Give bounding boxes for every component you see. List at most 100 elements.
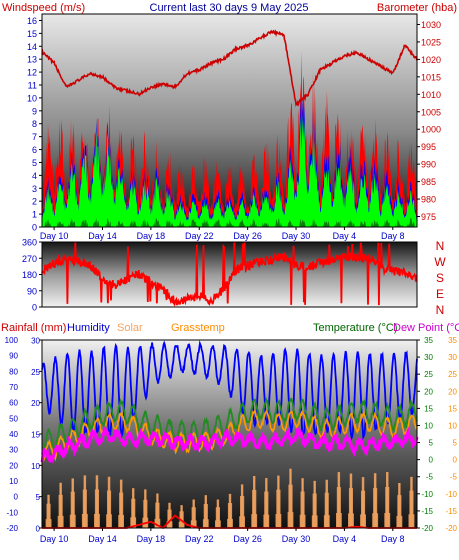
- solar-bar: [218, 507, 220, 528]
- humidity-y-tick-label: -20: [6, 524, 18, 533]
- direction-label-e: E: [436, 287, 444, 301]
- x-tick-label: Day 22: [185, 534, 214, 544]
- solar-bar: [315, 493, 317, 528]
- solar-bar: [340, 513, 342, 528]
- dewpoint-y-tick-label: 25: [448, 370, 457, 379]
- wind-y-tick-label: 9: [32, 106, 37, 116]
- solar-bar: [170, 521, 173, 528]
- temperature-panel-border: [41, 339, 418, 529]
- x-tick-label: Day 18: [137, 534, 166, 544]
- solar-bar: [167, 509, 169, 528]
- solar-bar: [400, 515, 403, 528]
- solar-bar: [291, 484, 293, 528]
- solar-bar: [349, 473, 352, 528]
- solar-bar: [373, 473, 376, 528]
- rainfall-y-tick-label: 25: [31, 368, 40, 377]
- x-tick-label: Day 8: [381, 231, 405, 241]
- solar-bar: [95, 475, 98, 528]
- solar-bar: [49, 519, 52, 528]
- wind-chart: [41, 29, 418, 228]
- solar-bar: [182, 511, 184, 528]
- solar-bar: [398, 483, 400, 528]
- solar-bar: [412, 514, 415, 528]
- solar-bar: [291, 512, 294, 528]
- solar-bar: [181, 505, 183, 528]
- x-tick-label: Day 10: [40, 231, 69, 241]
- solar-bar: [227, 503, 230, 528]
- x-tick-label: Day 26: [233, 534, 262, 544]
- barometer-y-tick-label: 1010: [421, 90, 441, 100]
- solar-bar: [119, 492, 121, 528]
- solar-bar: [61, 494, 63, 528]
- solar-bar: [348, 513, 350, 528]
- wind-y-tick-label: 6: [32, 145, 37, 155]
- x-tick-label: Day 8: [381, 534, 405, 544]
- barometer-y-tick-label: 1005: [421, 107, 441, 117]
- solar-bar: [191, 507, 194, 528]
- barometer-y-tick-label: 1025: [421, 37, 441, 47]
- solar-bar: [290, 468, 292, 528]
- solar-bar: [145, 499, 148, 528]
- temperature-y-tick-label: 5: [429, 439, 434, 448]
- solar-bar: [352, 513, 354, 528]
- dewpoint-y-tick-label: -5: [450, 473, 458, 482]
- x-tick-label: Day 30: [282, 231, 311, 241]
- solar-bar: [230, 503, 233, 528]
- chart-title: Current last 30 days 9 May 2025: [150, 2, 309, 14]
- rainfall-y-tick-label: 0: [36, 525, 41, 534]
- solar-bar: [289, 468, 291, 528]
- solar-bar: [243, 516, 245, 528]
- wind-y-tick-label: 4: [32, 171, 37, 181]
- solar-bar: [85, 489, 87, 528]
- direction-label-n-top: N: [436, 239, 445, 253]
- solar-bar: [387, 487, 390, 528]
- solar-bar: [255, 514, 258, 528]
- direction-y-tick-label: 0: [32, 303, 37, 313]
- solar-bar: [374, 473, 377, 528]
- wind-direction-line: [41, 241, 418, 307]
- humidity-label: Humidity: [67, 322, 110, 334]
- solar-bar: [265, 478, 268, 528]
- solar-bar: [81, 513, 84, 528]
- x-tick-label: Day 10: [40, 534, 69, 544]
- solar-bar: [118, 515, 120, 528]
- humidity-y-tick-label: 70: [9, 383, 18, 392]
- wind-y-tick-label: 5: [32, 158, 37, 168]
- solar-bar: [69, 514, 72, 528]
- dewpoint-y-tick-label: -10: [445, 490, 457, 499]
- solar-bar: [399, 495, 402, 528]
- rainfall-y-tick-label: 30: [31, 337, 40, 346]
- solar-bar: [351, 488, 353, 528]
- humidity-y-tick-label: 0: [14, 493, 19, 502]
- solar-bar: [314, 480, 316, 528]
- temperature-y-tick-label: -15: [421, 507, 433, 516]
- x-tick-label: Day 4: [333, 231, 357, 241]
- dewpoint-y-tick-label: 15: [448, 404, 457, 413]
- temperature-y-tick-label: -10: [421, 490, 433, 499]
- temperature-y-tick-label: 35: [424, 336, 433, 345]
- solar-bar: [410, 476, 412, 528]
- axes: 0123456789101112131415169759809859909951…: [5, 16, 458, 544]
- solar-bar: [303, 514, 306, 528]
- wind-y-tick-label: 2: [32, 197, 37, 207]
- solar-bar: [217, 499, 220, 528]
- x-tick-label: Day 26: [233, 231, 262, 241]
- solar-bar: [109, 490, 112, 528]
- wind-panel-border: [41, 13, 418, 228]
- solar-bar: [267, 514, 270, 528]
- solar-bar: [396, 515, 398, 528]
- solar-bar: [300, 491, 303, 528]
- rainfall-y-tick-label: 10: [31, 462, 40, 471]
- temperature-y-tick-label: 25: [424, 370, 433, 379]
- barometer-axis-title: Barometer (hba): [377, 2, 457, 14]
- solar-bar: [207, 519, 209, 528]
- wind-y-tick-label: 11: [28, 81, 37, 91]
- solar-bar: [169, 502, 171, 528]
- solar-bar: [242, 496, 245, 528]
- solar-bar: [316, 515, 318, 528]
- humidity-y-tick-label: 80: [9, 367, 18, 376]
- humidity-y-tick-label: 50: [9, 414, 18, 423]
- direction-chart: [41, 241, 418, 307]
- windspeed-axis-title: Windspeed (m/s): [2, 2, 85, 14]
- temperature-line: [41, 397, 418, 456]
